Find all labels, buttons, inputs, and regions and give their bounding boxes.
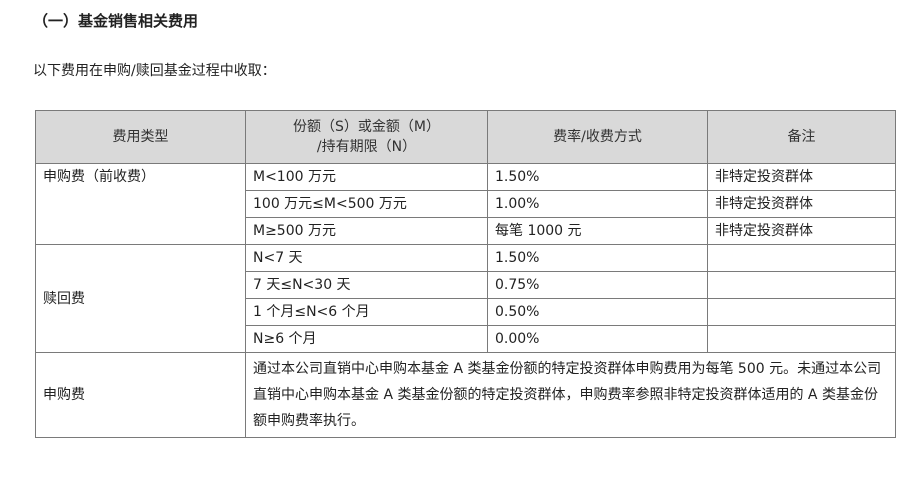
note-cell: 非特定投资群体 — [707, 190, 896, 218]
purchase-fee-type: 申购费（前收费） — [35, 163, 246, 245]
header-note: 备注 — [707, 110, 896, 164]
range-cell: M<100 万元 — [245, 163, 488, 191]
table-row: 申购费 通过本公司直销中心申购本基金 A 类基金份额的特定投资群体申购费用为每笔… — [35, 352, 896, 438]
header-range: 份额（S）或金额（M） /持有期限（N） — [245, 110, 488, 164]
rate-cell: 1.00% — [487, 190, 708, 218]
intro-text: 以下费用在申购/赎回基金过程中收取： — [33, 63, 276, 79]
fee-table: 费用类型 份额（S）或金额（M） /持有期限（N） 费率/收费方式 备注 申购费（… — [35, 110, 896, 438]
header-range-line2: /持有期限（N） — [316, 139, 417, 155]
table-row: 赎回费 N<7 天 1.50% — [35, 244, 896, 353]
table-header-row: 费用类型 份额（S）或金额（M） /持有期限（N） 费率/收费方式 备注 — [35, 110, 896, 164]
rate-cell: 1.50% — [487, 244, 708, 272]
special-fee-type: 申购费 — [35, 352, 246, 438]
table-row: 1 个月≤N<6 个月 0.50% — [36, 298, 896, 326]
rate-cell: 每笔 1000 元 — [487, 217, 708, 245]
rate-cell: 0.50% — [487, 298, 708, 326]
table-row: 100 万元≤M<500 万元 1.00% 非特定投资群体 — [36, 190, 896, 218]
note-cell — [707, 271, 896, 299]
rate-cell: 0.75% — [487, 271, 708, 299]
table-row: 申购费（前收费） M<100 万元 1.50% 非特定投资群体 — [35, 163, 896, 245]
redemption-fee-type: 赎回费 — [35, 244, 246, 353]
range-cell: N≥6 个月 — [245, 325, 488, 353]
header-range-line1: 份额（S）或金额（M） — [293, 119, 440, 135]
table-row: N≥6 个月 0.00% — [36, 325, 896, 353]
section-title: （一）基金销售相关费用 — [33, 12, 199, 30]
table-row: 7 天≤N<30 天 0.75% — [36, 271, 896, 299]
note-cell — [707, 244, 896, 272]
range-cell: 7 天≤N<30 天 — [245, 271, 488, 299]
range-cell: N<7 天 — [245, 244, 488, 272]
range-cell: M≥500 万元 — [245, 217, 488, 245]
note-cell: 非特定投资群体 — [707, 217, 896, 245]
note-cell — [707, 325, 896, 353]
header-rate: 费率/收费方式 — [487, 110, 708, 164]
header-fee-type: 费用类型 — [35, 110, 246, 164]
rate-cell: 1.50% — [487, 163, 708, 191]
special-fee-description: 通过本公司直销中心申购本基金 A 类基金份额的特定投资群体申购费用为每笔 500… — [245, 352, 896, 438]
rate-cell: 0.00% — [487, 325, 708, 353]
range-cell: 1 个月≤N<6 个月 — [245, 298, 488, 326]
note-cell — [707, 298, 896, 326]
note-cell: 非特定投资群体 — [707, 163, 896, 191]
table-row: M≥500 万元 每笔 1000 元 非特定投资群体 — [36, 217, 896, 245]
range-cell: 100 万元≤M<500 万元 — [245, 190, 488, 218]
